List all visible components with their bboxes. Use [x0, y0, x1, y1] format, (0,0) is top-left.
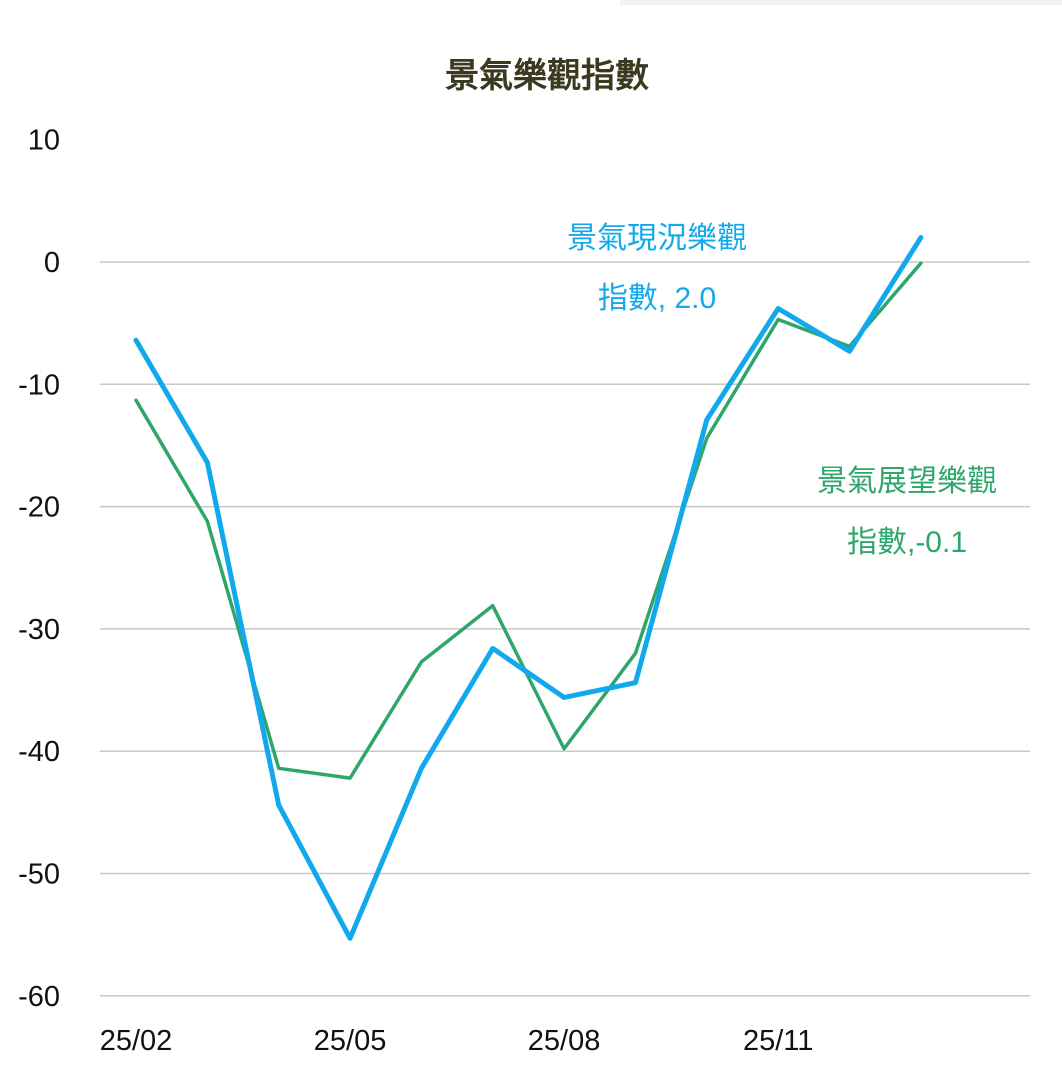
series-label-outlook-line2: 指數,-0.1: [847, 526, 967, 559]
x-tick-label: 25/08: [528, 1025, 601, 1057]
chart-title: 景氣樂觀指數: [445, 57, 649, 95]
x-tick-label: 25/02: [100, 1025, 173, 1057]
x-tick-label: 25/05: [314, 1025, 387, 1057]
series-line-outlook: [134, 261, 923, 780]
series-label-current-line1: 景氣現況樂觀: [567, 222, 747, 255]
top-bar: [620, 0, 1062, 5]
y-tick-label: -60: [18, 981, 60, 1013]
y-tick-label: -20: [18, 492, 60, 524]
y-tick-label: 10: [28, 125, 60, 157]
y-tick-label: -40: [18, 736, 60, 768]
series-label-current-line2: 指數, 2.0: [598, 282, 716, 315]
x-tick-label: 25/11: [743, 1025, 813, 1057]
y-tick-label: 0: [44, 247, 60, 279]
y-tick-label: -10: [18, 369, 60, 401]
y-tick-label: -50: [18, 859, 60, 891]
y-tick-label: -30: [18, 614, 60, 646]
series-line-current: [133, 235, 924, 941]
series-label-outlook-line1: 景氣展望樂觀: [817, 465, 997, 498]
